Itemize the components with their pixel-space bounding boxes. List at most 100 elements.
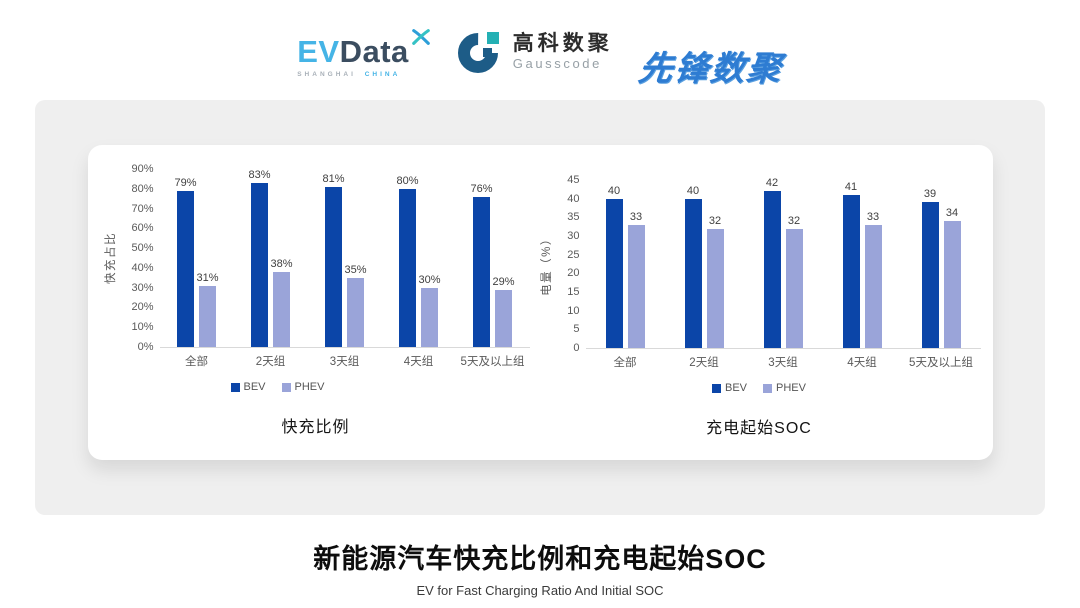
- legend: BEV PHEV: [538, 382, 981, 394]
- bar-bev: 41: [842, 181, 860, 348]
- evdata-data-text: Data: [339, 34, 409, 69]
- y-tick-label: 20%: [131, 301, 154, 314]
- sparkle-icon: [411, 29, 430, 45]
- bar-value-label: 32: [787, 214, 801, 227]
- chart-panel: 快充占比 0% 10% 20% 30% 40% 50% 60% 70% 80% 90% 79% 31% 8…: [35, 100, 1045, 515]
- pioneer-data-logo: 先锋数聚: [636, 50, 785, 88]
- bar-bev: 40: [684, 185, 702, 348]
- bar-value-label: 83%: [248, 168, 271, 181]
- bar-group: 39 34: [902, 180, 981, 348]
- evdata-logo: EV Data SHANGHAI CHINA: [297, 27, 431, 78]
- gausscode-cn-name: 高科数聚: [512, 32, 613, 56]
- chart-body: 快充占比 0% 10% 20% 30% 40% 50% 60% 70% 80% 90% 79% 31% 8…: [102, 163, 530, 369]
- category-label: 5天及以上组: [909, 357, 973, 369]
- y-tick-label: 5: [573, 323, 580, 336]
- y-tick-label: 90%: [131, 163, 154, 175]
- y-tick-label: 25: [567, 248, 580, 261]
- legend-marker-phev: [281, 382, 291, 392]
- bar-phev: 35%: [344, 264, 367, 347]
- bar-value-label: 80%: [396, 174, 419, 187]
- bar-group: 41 33: [823, 180, 902, 348]
- y-tick-label: 70%: [131, 202, 154, 215]
- bar-value-label: 30%: [418, 273, 441, 286]
- y-axis-ticks: 0% 10% 20% 30% 40% 50% 60% 70% 80% 90%: [118, 163, 154, 353]
- evdata-ev-text: EV: [297, 34, 340, 69]
- y-tick-label: 35: [567, 211, 580, 224]
- y-tick-label: 0%: [137, 341, 154, 353]
- evdata-wordmark: EV Data: [297, 27, 431, 67]
- chart-subtitle: 充电起始SOC: [706, 420, 812, 437]
- y-tick-label: 45: [567, 174, 580, 186]
- category-axis: 全部 2天组 3天组 4天组 5天及以上组: [586, 354, 981, 370]
- evdata-tagline-shanghai: SHANGHAI: [297, 71, 356, 78]
- caption-block: 新能源汽车快充比例和充电起始SOC EV for Fast Charging R…: [0, 537, 1080, 598]
- chart-subtitle: 快充比例: [281, 419, 350, 436]
- category-label: 5天及以上组: [460, 356, 525, 368]
- category-label: 3天组: [329, 356, 360, 368]
- bar-value-label: 33: [866, 210, 880, 223]
- bar-group: 81% 35%: [308, 169, 382, 347]
- bar-phev: 33: [864, 211, 882, 348]
- bar-group: 76% 29%: [456, 169, 530, 347]
- bar-value-label: 38%: [270, 257, 293, 270]
- category-label: 2天组: [689, 357, 719, 369]
- logo-bar: EV Data SHANGHAI CHINA 高科数聚 Gausscode 先锋…: [0, 0, 1080, 100]
- evdata-tagline-china: CHINA: [364, 71, 401, 78]
- y-tick-label: 0: [573, 342, 580, 354]
- bar-bev: 80%: [396, 175, 419, 347]
- bar-value-label: 81%: [322, 172, 345, 185]
- page-subtitle: EV for Fast Charging Ratio And Initial S…: [416, 583, 664, 598]
- bar-bev: 39: [921, 188, 939, 348]
- bar-value-label: 40: [686, 184, 700, 197]
- y-tick-label: 40: [567, 192, 580, 205]
- bar-phev: 31%: [196, 272, 219, 347]
- y-tick-label: 30%: [131, 281, 154, 294]
- bar-value-label: 35%: [344, 263, 367, 276]
- chart-body: 电量（%） 0 5 10 15 20 25 30 35 40 45 40 33 40 32 42 32 41 33 3…: [538, 174, 981, 370]
- y-axis-title-text: 电量（%）: [540, 232, 553, 296]
- chart-card: 快充占比 0% 10% 20% 30% 40% 50% 60% 70% 80% 90% 79% 31% 8…: [87, 145, 993, 460]
- category-label: 4天组: [403, 356, 434, 368]
- bar-value-label: 39: [923, 188, 937, 201]
- evdata-tagline: SHANGHAI CHINA: [297, 71, 431, 78]
- plot-column: 40 33 40 32 42 32 41 33 39 34 全部 2天组 3天组 4天组 5天及以上组: [585, 177, 981, 370]
- plot-column: 79% 31% 83% 38% 81% 35% 80% 30% 76% 29% 全部 2天组 3天组 4天…: [159, 169, 530, 369]
- bar-value-label: 76%: [470, 182, 493, 195]
- bar-bev: 83%: [248, 169, 271, 347]
- bar-phev: 30%: [418, 274, 441, 347]
- bar-bev: 42: [763, 177, 781, 348]
- bar-bev: 40: [605, 185, 623, 348]
- bar-value-label: 34: [945, 207, 959, 220]
- category-label: 全部: [613, 357, 637, 369]
- gausscode-text: 高科数聚 Gausscode: [513, 32, 613, 71]
- bar-value-label: 32: [708, 214, 722, 227]
- category-label: 4天组: [847, 357, 877, 369]
- y-axis-title: 快充占比: [102, 169, 118, 347]
- y-tick-label: 10%: [131, 321, 154, 334]
- y-tick-label: 10: [567, 304, 580, 317]
- legend-item-bev: BEV: [230, 381, 266, 393]
- bar-value-label: 40: [607, 184, 621, 197]
- legend-label: PHEV: [294, 381, 325, 393]
- legend-item-phev: PHEV: [763, 382, 806, 394]
- bar-value-label: 42: [765, 177, 779, 190]
- gausscode-en-name: Gausscode: [512, 56, 602, 72]
- bar-group: 79% 31%: [160, 169, 234, 347]
- category-label: 全部: [185, 356, 208, 368]
- bar-phev: 33: [627, 211, 645, 348]
- bar-phev: 32: [706, 215, 724, 348]
- category-label: 3天组: [768, 357, 798, 369]
- y-tick-label: 40%: [131, 261, 154, 274]
- bar-phev: 29%: [492, 276, 515, 347]
- y-tick-label: 60%: [131, 222, 154, 235]
- y-tick-label: 15: [567, 286, 580, 298]
- bar-value-label: 41: [844, 180, 858, 193]
- legend-marker-bev: [712, 383, 721, 393]
- y-tick-label: 30: [567, 230, 580, 242]
- legend-marker-phev: [763, 383, 773, 393]
- page-title: 新能源汽车快充比例和充电起始SOC: [313, 544, 767, 574]
- legend-item-phev: PHEV: [281, 381, 325, 393]
- initial-soc-chart: 电量（%） 0 5 10 15 20 25 30 35 40 45 40 33 40 32 42 32 41 33 3…: [538, 174, 981, 460]
- y-axis-ticks: 0 5 10 15 20 25 30 35 40 45: [554, 174, 580, 354]
- y-tick-label: 80%: [131, 182, 154, 195]
